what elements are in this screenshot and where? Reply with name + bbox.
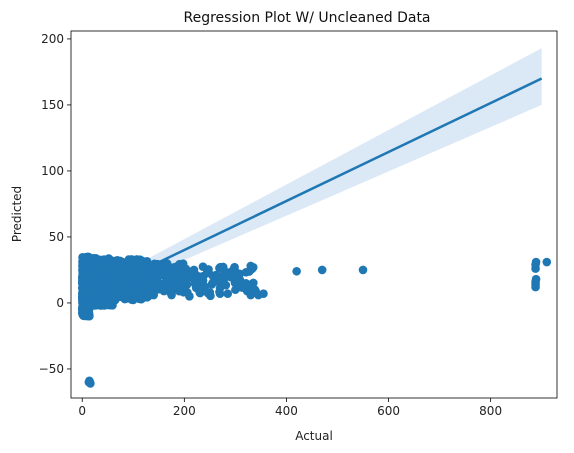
- x-tick-label: 200: [173, 404, 196, 418]
- scatter-point: [146, 276, 156, 286]
- scatter-point: [185, 292, 194, 301]
- scatter-point: [249, 278, 258, 288]
- scatter-point: [85, 273, 94, 282]
- scatter-point: [93, 256, 103, 266]
- scatter-point: [229, 264, 239, 274]
- scatter-point: [177, 285, 187, 295]
- y-tick-label: 100: [41, 164, 64, 178]
- y-tick-label: 0: [56, 296, 64, 310]
- scatter-point: [123, 281, 133, 291]
- x-tick-label: 600: [377, 404, 400, 418]
- confidence-band: [82, 48, 542, 305]
- scatter-point: [205, 288, 215, 297]
- scatter-point: [196, 276, 206, 285]
- regression-line-layer: [81, 77, 543, 301]
- scatter-point: [93, 299, 103, 308]
- y-tick-label: 200: [41, 32, 64, 46]
- plot-frame: [70, 30, 558, 399]
- y-tick-label: −50: [39, 362, 64, 376]
- scatter-point: [158, 265, 168, 274]
- y-tick-label: 150: [41, 98, 64, 112]
- regression-line: [81, 77, 543, 301]
- scatter-point: [167, 270, 177, 279]
- scatter-point: [98, 275, 107, 284]
- scatter-point: [259, 289, 268, 299]
- scatter-point: [159, 286, 169, 296]
- scatter-point: [200, 282, 210, 292]
- y-tick-label: 50: [49, 230, 64, 244]
- scatter-point: [542, 257, 552, 267]
- scatter-point: [231, 285, 240, 295]
- x-ticks: 0 200 400 600 800: [78, 398, 502, 418]
- scatter-point: [358, 265, 368, 275]
- scatter-point: [79, 255, 89, 265]
- scatter-point: [292, 266, 301, 276]
- scatter-point: [180, 277, 190, 286]
- scatter-point: [113, 255, 122, 265]
- y-ticks: −50 0 50 100 150 200: [39, 32, 71, 376]
- scatter-point: [317, 265, 327, 275]
- scatter-point: [215, 289, 225, 299]
- scatter-point: [111, 293, 121, 302]
- scatter-point: [84, 377, 94, 387]
- scatter-point: [221, 280, 231, 290]
- scatter-point: [118, 268, 128, 278]
- scatter-point: [246, 290, 255, 300]
- confidence-band-layer: [82, 48, 542, 305]
- x-axis-label: Actual: [295, 429, 333, 443]
- scatter-point: [531, 274, 541, 284]
- scatter-point: [98, 267, 108, 276]
- scatter-point: [204, 265, 213, 274]
- x-tick-label: 800: [479, 404, 502, 418]
- chart-title: Regression Plot W/ Uncleaned Data: [183, 10, 430, 26]
- y-axis-label: Predicted: [10, 186, 24, 242]
- scatter-point: [188, 266, 198, 276]
- scatter-point: [102, 300, 111, 309]
- scatter-point: [132, 279, 141, 289]
- scatter-point: [174, 275, 183, 284]
- scatter-point: [149, 290, 159, 300]
- scatter-point: [86, 254, 95, 264]
- scatter-point: [212, 270, 221, 280]
- scatter-point: [223, 289, 233, 299]
- scatter-point: [219, 264, 228, 274]
- scatter-point: [208, 278, 218, 288]
- scatter-point: [167, 290, 176, 300]
- scatter-point: [235, 275, 245, 284]
- x-tick-label: 0: [78, 404, 86, 418]
- scatter-point: [181, 270, 190, 279]
- scatter-point: [135, 290, 145, 300]
- scatter-point: [80, 310, 90, 320]
- scatter-point: [92, 264, 101, 274]
- scatter-point: [195, 288, 204, 297]
- x-tick-label: 400: [275, 404, 298, 418]
- scatter-point: [246, 261, 255, 271]
- scatter-points-layer: [77, 252, 552, 388]
- scatter-point: [226, 272, 236, 282]
- scatter-point: [531, 257, 541, 267]
